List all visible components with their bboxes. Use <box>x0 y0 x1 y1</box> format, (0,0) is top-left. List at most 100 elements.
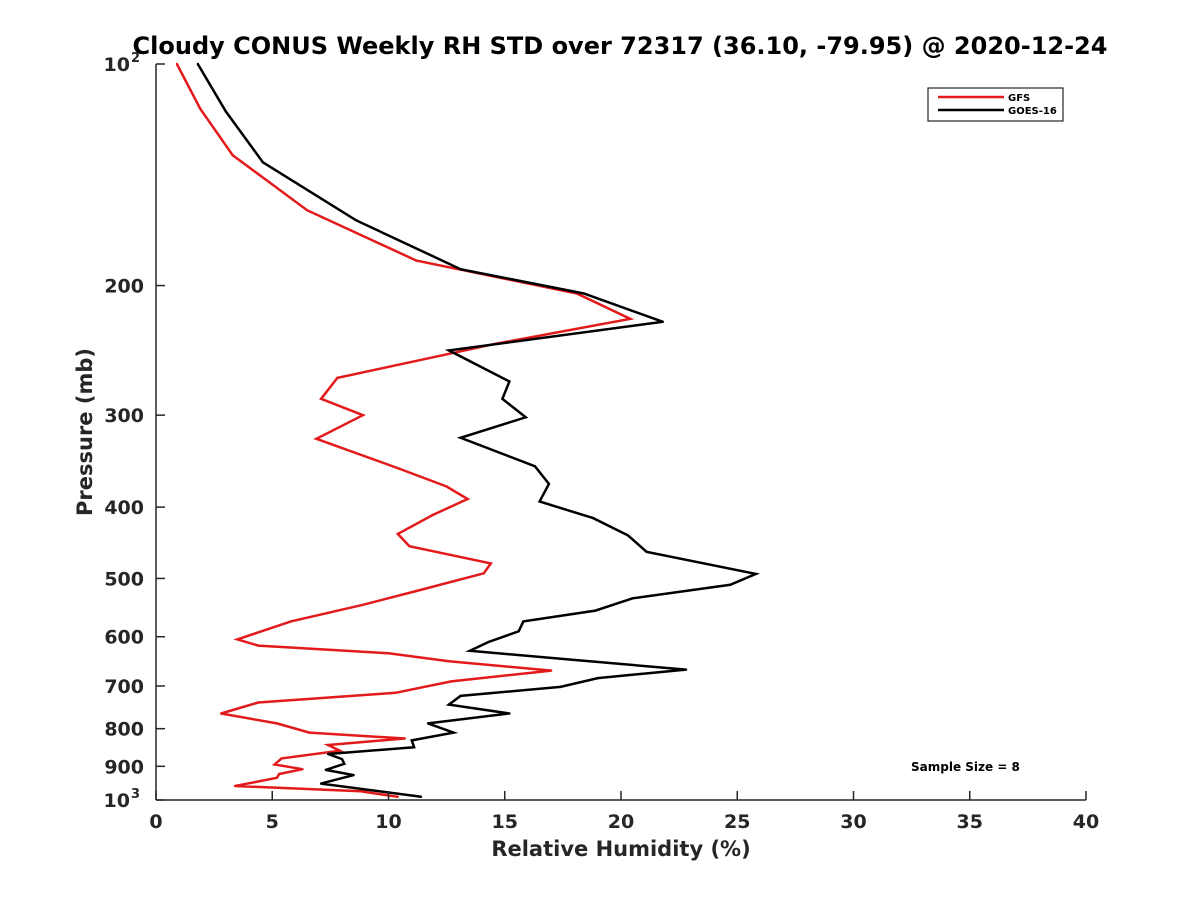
y-tick-label: 800 <box>104 719 144 741</box>
y-tick-label: 10 <box>104 54 130 76</box>
data-point-gfs <box>415 259 418 262</box>
data-point-gfs <box>257 701 260 704</box>
data-point-gfs <box>233 784 237 788</box>
data-point-gfs <box>359 790 362 793</box>
x-tick-label: 10 <box>375 811 401 833</box>
x-tick-label: 5 <box>266 811 279 833</box>
data-point-goes16 <box>684 668 688 671</box>
series-line-goes16 <box>196 63 761 799</box>
data-point-goes16 <box>631 597 634 600</box>
data-point-goes16 <box>626 534 630 537</box>
data-point-gfs <box>396 795 399 798</box>
data-point-gfs <box>361 603 365 607</box>
data-point-goes16 <box>326 752 330 756</box>
data-point-gfs <box>408 544 411 548</box>
data-point-gfs <box>403 737 406 740</box>
data-point-gfs <box>278 772 281 776</box>
data-point-gfs <box>489 562 492 565</box>
data-point-goes16 <box>559 685 562 689</box>
data-point-gfs <box>175 62 179 66</box>
data-point-goes16 <box>412 746 416 749</box>
data-point-gfs <box>336 376 339 380</box>
series-layer <box>175 62 761 799</box>
x-tick-label: 0 <box>149 811 162 833</box>
data-point-gfs <box>305 209 309 212</box>
y-tick-label: 200 <box>104 276 144 298</box>
x-ticks: 0 5 10 15 20 25 30 35 40 <box>149 791 1099 833</box>
data-point-goes16 <box>508 712 511 715</box>
data-point-gfs <box>338 749 341 752</box>
data-point-goes16 <box>524 416 527 419</box>
legend-box <box>927 87 1064 122</box>
data-point-goes16 <box>645 550 648 553</box>
x-tick-label: 35 <box>957 811 983 833</box>
data-point-gfs <box>629 317 632 321</box>
data-point-gfs <box>198 107 202 110</box>
data-point-goes16 <box>517 630 520 633</box>
y-tick-exponent: 3 <box>131 787 140 802</box>
data-point-gfs <box>301 767 304 771</box>
y-tick-label: 10 <box>104 790 130 812</box>
data-point-goes16 <box>596 676 599 680</box>
x-tick-label: 15 <box>492 811 518 833</box>
data-point-goes16 <box>419 795 423 798</box>
data-point-gfs <box>236 638 239 641</box>
x-axis-label: Relative Humidity (%) <box>491 837 750 861</box>
data-point-gfs <box>361 413 365 417</box>
data-point-gfs <box>482 572 486 575</box>
data-point-goes16 <box>459 267 462 271</box>
sample-size-annotation: Sample Size = 8 <box>911 760 1020 774</box>
data-point-gfs <box>398 467 402 471</box>
x-tick-label: 25 <box>724 811 750 833</box>
data-point-gfs <box>445 485 448 488</box>
data-point-goes16 <box>487 640 490 644</box>
y-tick-exponent: 2 <box>131 51 140 66</box>
data-point-goes16 <box>354 218 358 222</box>
data-point-goes16 <box>340 757 344 761</box>
data-point-gfs <box>394 691 397 694</box>
data-point-gfs <box>326 743 330 747</box>
data-point-gfs <box>219 712 223 715</box>
data-point-gfs <box>431 513 434 517</box>
legend-label-gfs: GFS <box>1008 93 1030 104</box>
data-point-gfs <box>466 497 469 501</box>
data-point-goes16 <box>570 658 574 662</box>
data-point-goes16 <box>594 609 597 612</box>
legend: GFS GOES-16 <box>927 87 1064 122</box>
data-point-gfs <box>396 532 399 536</box>
data-point-gfs <box>387 652 390 655</box>
data-point-goes16 <box>468 649 472 652</box>
y-tick-label: 300 <box>104 405 144 427</box>
data-point-goes16 <box>538 500 541 503</box>
x-tick-label: 20 <box>608 811 634 833</box>
y-tick-label: 700 <box>104 676 144 698</box>
data-point-gfs <box>450 680 453 683</box>
data-point-goes16 <box>661 320 665 323</box>
data-point-gfs <box>289 620 293 623</box>
data-point-goes16 <box>522 620 525 623</box>
y-tick-label: 500 <box>104 568 144 590</box>
data-point-gfs <box>273 763 276 766</box>
data-point-goes16 <box>319 782 323 785</box>
data-point-goes16 <box>547 482 551 486</box>
data-point-gfs <box>257 644 260 647</box>
data-point-goes16 <box>582 292 585 295</box>
data-point-goes16 <box>324 768 327 772</box>
y-tick-label: 900 <box>104 756 144 778</box>
data-point-gfs <box>447 660 451 663</box>
y-tick-label: 400 <box>104 497 144 519</box>
data-point-gfs <box>275 776 279 780</box>
data-point-gfs <box>319 397 323 400</box>
data-point-gfs <box>280 757 283 760</box>
data-point-gfs <box>550 669 553 672</box>
legend-label-goes16: GOES-16 <box>1008 106 1057 117</box>
data-point-goes16 <box>729 583 732 586</box>
data-point-goes16 <box>591 516 595 520</box>
x-tick-label: 40 <box>1073 811 1099 833</box>
data-point-goes16 <box>261 161 265 164</box>
data-point-goes16 <box>224 110 227 113</box>
data-point-gfs <box>315 437 318 440</box>
data-point-goes16 <box>508 380 511 383</box>
